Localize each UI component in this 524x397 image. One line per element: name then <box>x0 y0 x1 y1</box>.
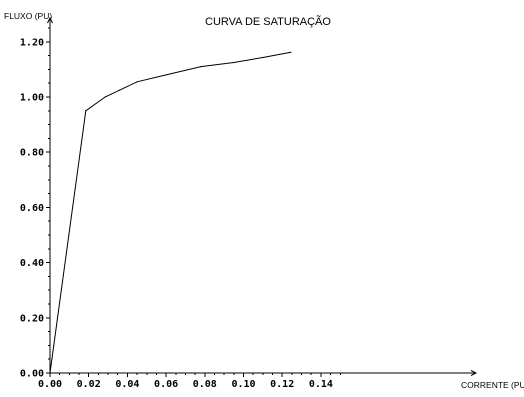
y-tick-label: 0.80 <box>20 148 44 159</box>
y-tick-label: 1.00 <box>20 93 44 104</box>
curve-point <box>200 66 202 68</box>
x-axis-arrow <box>470 370 478 376</box>
tick-marks <box>46 27 341 377</box>
x-tick-label: 0.08 <box>193 379 217 390</box>
x-axis-label: CORRENTE (PU) <box>461 380 524 390</box>
y-tick-label: 1.20 <box>20 37 44 48</box>
y-axis-arrow <box>47 16 53 24</box>
saturation-curve <box>49 51 291 374</box>
chart-title: CURVA DE SATURAÇÃO <box>205 15 331 28</box>
curve-point <box>85 110 87 112</box>
curve-point <box>233 61 235 64</box>
y-tick-label: 0.20 <box>20 313 44 324</box>
axes <box>47 16 478 376</box>
x-tick-label: 0.10 <box>231 379 255 390</box>
y-tick-label: 0.40 <box>20 258 44 269</box>
tick-labels: 0.00 0.02 0.04 0.06 0.08 0.10 0.12 0.14 0.00 0.20… <box>20 37 333 390</box>
y-axis-label: FLUXO (PU) <box>4 11 52 21</box>
curve-point <box>165 74 167 76</box>
curve-point <box>262 56 264 59</box>
curve-point <box>104 96 106 98</box>
y-tick-label: 0.00 <box>20 369 44 380</box>
curve-point <box>49 372 51 374</box>
x-tick-label: 0.12 <box>270 379 294 390</box>
x-tick-label: 0.14 <box>309 379 333 390</box>
y-tick-label: 0.60 <box>20 203 44 214</box>
x-tick-label: 0.04 <box>115 379 139 390</box>
series <box>49 51 292 374</box>
curve-point <box>119 89 121 91</box>
x-tick-label: 0.06 <box>154 379 178 390</box>
curve-point <box>136 81 138 83</box>
x-tick-label: 0.02 <box>77 379 101 390</box>
x-tick-label: 0.00 <box>38 379 62 390</box>
curve-point <box>290 51 292 53</box>
